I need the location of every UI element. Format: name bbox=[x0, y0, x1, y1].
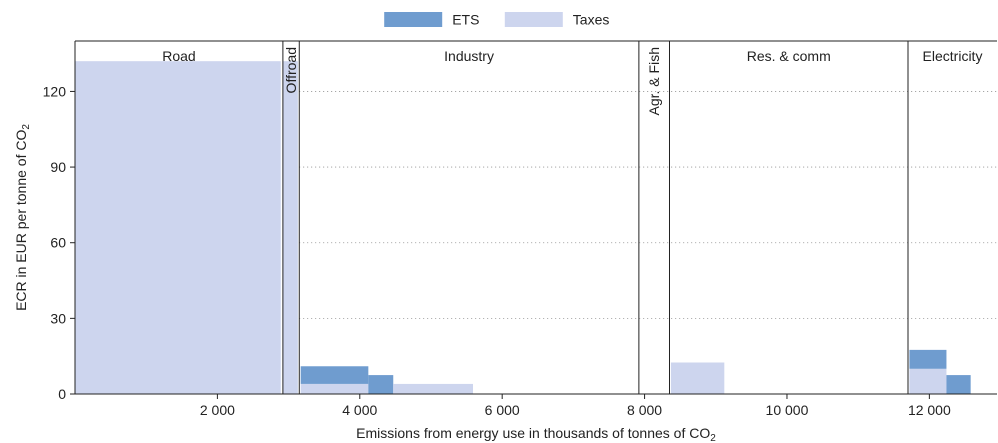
bar-ets bbox=[909, 349, 947, 369]
sector-label-offroad: Offroad bbox=[283, 47, 299, 93]
sector-label-electricity: Electricity bbox=[923, 48, 983, 64]
legend: ETS Taxes bbox=[384, 12, 609, 28]
x-tick-label: 10 000 bbox=[766, 402, 809, 418]
y-tick-label: 120 bbox=[43, 83, 67, 99]
y-tick-label: 0 bbox=[58, 386, 66, 402]
legend-label-ets: ETS bbox=[452, 12, 479, 28]
x-tick-label: 8 000 bbox=[627, 402, 662, 418]
bar-taxes bbox=[282, 61, 298, 395]
gridlines bbox=[75, 91, 997, 319]
bar-taxes bbox=[670, 362, 725, 394]
sector-label-road: Road bbox=[162, 48, 195, 64]
bar-ets bbox=[368, 375, 394, 394]
legend-label-taxes: Taxes bbox=[573, 12, 610, 28]
bar-taxes bbox=[909, 368, 947, 394]
x-tick-label: 6 000 bbox=[485, 402, 520, 418]
sector-label-industry: Industry bbox=[444, 48, 494, 64]
x-axis-label: Emissions from energy use in thousands o… bbox=[356, 425, 716, 443]
x-tick-label: 4 000 bbox=[342, 402, 377, 418]
axes bbox=[74, 40, 997, 395]
y-tick-label: 60 bbox=[50, 235, 66, 251]
sector-dividers bbox=[282, 41, 909, 394]
bar-taxes bbox=[393, 383, 473, 394]
sector-labels: Road Offroad Industry Agr. & Fish Res. & com… bbox=[162, 47, 982, 115]
bar-ets bbox=[300, 366, 369, 384]
y-tick-label: 30 bbox=[50, 310, 66, 326]
x-axis-ticks: 2 000 4 000 6 000 8 000 10 000 12 000 bbox=[200, 394, 951, 418]
y-axis-ticks: 0 30 60 90 120 bbox=[43, 83, 75, 402]
bar-taxes bbox=[300, 383, 369, 394]
sector-label-res-comm: Res. & comm bbox=[747, 48, 831, 64]
x-tick-label: 12 000 bbox=[908, 402, 951, 418]
bar-taxes bbox=[75, 61, 281, 395]
legend-swatch-taxes bbox=[504, 12, 563, 27]
bars bbox=[75, 61, 971, 395]
legend-swatch-ets bbox=[384, 12, 443, 27]
y-tick-label: 90 bbox=[50, 159, 66, 175]
bar-ets bbox=[946, 375, 971, 394]
sector-label-agr-fish: Agr. & Fish bbox=[646, 47, 662, 115]
x-tick-label: 2 000 bbox=[200, 402, 235, 418]
y-axis-label: ECR in EUR per tonne of CO2 bbox=[13, 124, 32, 311]
